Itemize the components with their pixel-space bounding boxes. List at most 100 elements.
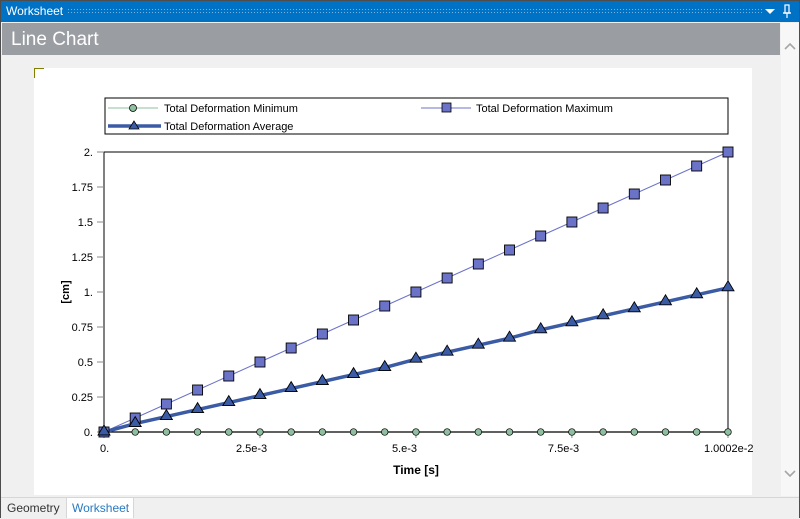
square-marker-icon: [441, 102, 452, 113]
chart-series: [97, 146, 735, 438]
tab-worksheet[interactable]: Worksheet: [66, 498, 134, 518]
y-tick-label: 0.5: [78, 357, 93, 369]
data-point: [722, 146, 734, 158]
data-point: [597, 202, 609, 214]
data-point: [505, 428, 514, 436]
data-point: [97, 424, 111, 436]
circle-marker-icon: [129, 104, 137, 112]
data-point: [254, 356, 266, 368]
y-axis-label: [cm]: [60, 280, 72, 304]
data-point: [599, 428, 607, 436]
data-point: [193, 428, 202, 436]
data-point: [348, 314, 360, 326]
data-point: [630, 428, 638, 436]
pin-icon[interactable]: [782, 4, 792, 19]
data-point: [658, 293, 673, 306]
data-point: [221, 394, 236, 407]
x-tick-label: 1.0002e-2: [704, 443, 754, 455]
scroll-up-icon[interactable]: [784, 41, 796, 51]
data-point: [568, 428, 576, 436]
page-title: Line Chart: [2, 23, 780, 55]
data-point: [128, 415, 142, 428]
x-tick-label: 7.5e-3: [548, 443, 579, 455]
x-tick-label: 0.: [100, 443, 109, 455]
bottom-tab-bar: Geometry Worksheet: [1, 497, 799, 518]
data-point: [412, 428, 420, 436]
titlebar-grip[interactable]: [67, 8, 763, 14]
data-point: [410, 286, 422, 298]
data-point: [537, 428, 545, 436]
data-point: [316, 328, 328, 340]
y-axis: 0. 0.25 0.5 0.75 1. 1.25 1.5 1.75 2.: [72, 147, 104, 439]
y-tick-label: 2.: [84, 147, 93, 159]
data-point: [284, 380, 298, 393]
data-point: [566, 216, 578, 228]
y-tick-label: 0.75: [72, 322, 93, 334]
data-point: [471, 337, 486, 349]
data-point: [349, 428, 358, 436]
data-point: [691, 160, 703, 172]
triangle-marker-icon: [128, 120, 140, 130]
scroll-down-icon[interactable]: [784, 469, 796, 479]
x-tick-label: 2.5e-3: [236, 443, 267, 455]
data-point: [160, 398, 172, 410]
chart-legend: Total Deformation Minimum Total Deformat…: [104, 97, 729, 135]
data-point: [253, 387, 267, 400]
data-point: [472, 258, 484, 270]
data-point: [535, 230, 547, 242]
data-point: [225, 428, 233, 436]
tab-geometry[interactable]: Geometry: [7, 501, 60, 515]
y-tick-label: 0.: [84, 427, 93, 439]
data-point: [474, 428, 482, 436]
data-point: [504, 244, 515, 256]
vertical-scrollbar[interactable]: [781, 23, 799, 496]
y-tick-label: 1.: [84, 287, 93, 299]
data-point: [627, 300, 642, 313]
data-point: [596, 307, 610, 320]
legend-label: Total Deformation Maximum: [476, 103, 613, 115]
data-point: [721, 279, 735, 292]
legend-label: Total Deformation Average: [164, 121, 293, 133]
selection-corner: [34, 68, 44, 78]
data-point: [724, 428, 732, 436]
data-point: [287, 428, 295, 436]
data-point: [628, 188, 640, 200]
x-axis: 0. 2.5e-3 5.e-3 7.5e-3 1.0002e-2: [100, 432, 754, 455]
data-point: [693, 428, 701, 436]
data-point: [315, 373, 330, 386]
data-point: [377, 359, 392, 372]
data-point: [379, 300, 391, 312]
data-point: [131, 428, 139, 436]
x-tick-label: 5.e-3: [392, 443, 417, 455]
data-point: [223, 370, 235, 382]
data-point: [661, 428, 670, 436]
y-tick-label: 1.75: [72, 182, 93, 194]
data-point: [159, 408, 174, 421]
y-tick-label: 1.5: [78, 217, 93, 229]
data-point: [689, 286, 704, 299]
y-tick-label: 1.25: [72, 252, 93, 264]
legend-item-maximum: Total Deformation Maximum: [421, 102, 613, 115]
x-axis-label: Time [s]: [393, 463, 439, 477]
window-title: Worksheet: [6, 4, 64, 18]
data-point: [256, 428, 264, 436]
window-titlebar: Worksheet: [1, 1, 799, 22]
data-point: [502, 330, 517, 342]
data-point: [190, 401, 205, 414]
data-point: [440, 344, 454, 356]
data-point: [346, 366, 361, 379]
legend-item-average: Total Deformation Average: [108, 120, 293, 133]
chevron-down-icon[interactable]: [765, 9, 775, 14]
data-point: [318, 428, 327, 436]
data-point: [565, 314, 579, 327]
data-point: [381, 428, 389, 436]
data-point: [162, 428, 171, 436]
data-point: [441, 272, 453, 284]
data-point: [409, 351, 423, 363]
data-point: [443, 428, 451, 436]
legend-label: Total Deformation Minimum: [164, 103, 298, 115]
legend-item-minimum: Total Deformation Minimum: [108, 103, 298, 115]
data-point: [192, 384, 204, 396]
